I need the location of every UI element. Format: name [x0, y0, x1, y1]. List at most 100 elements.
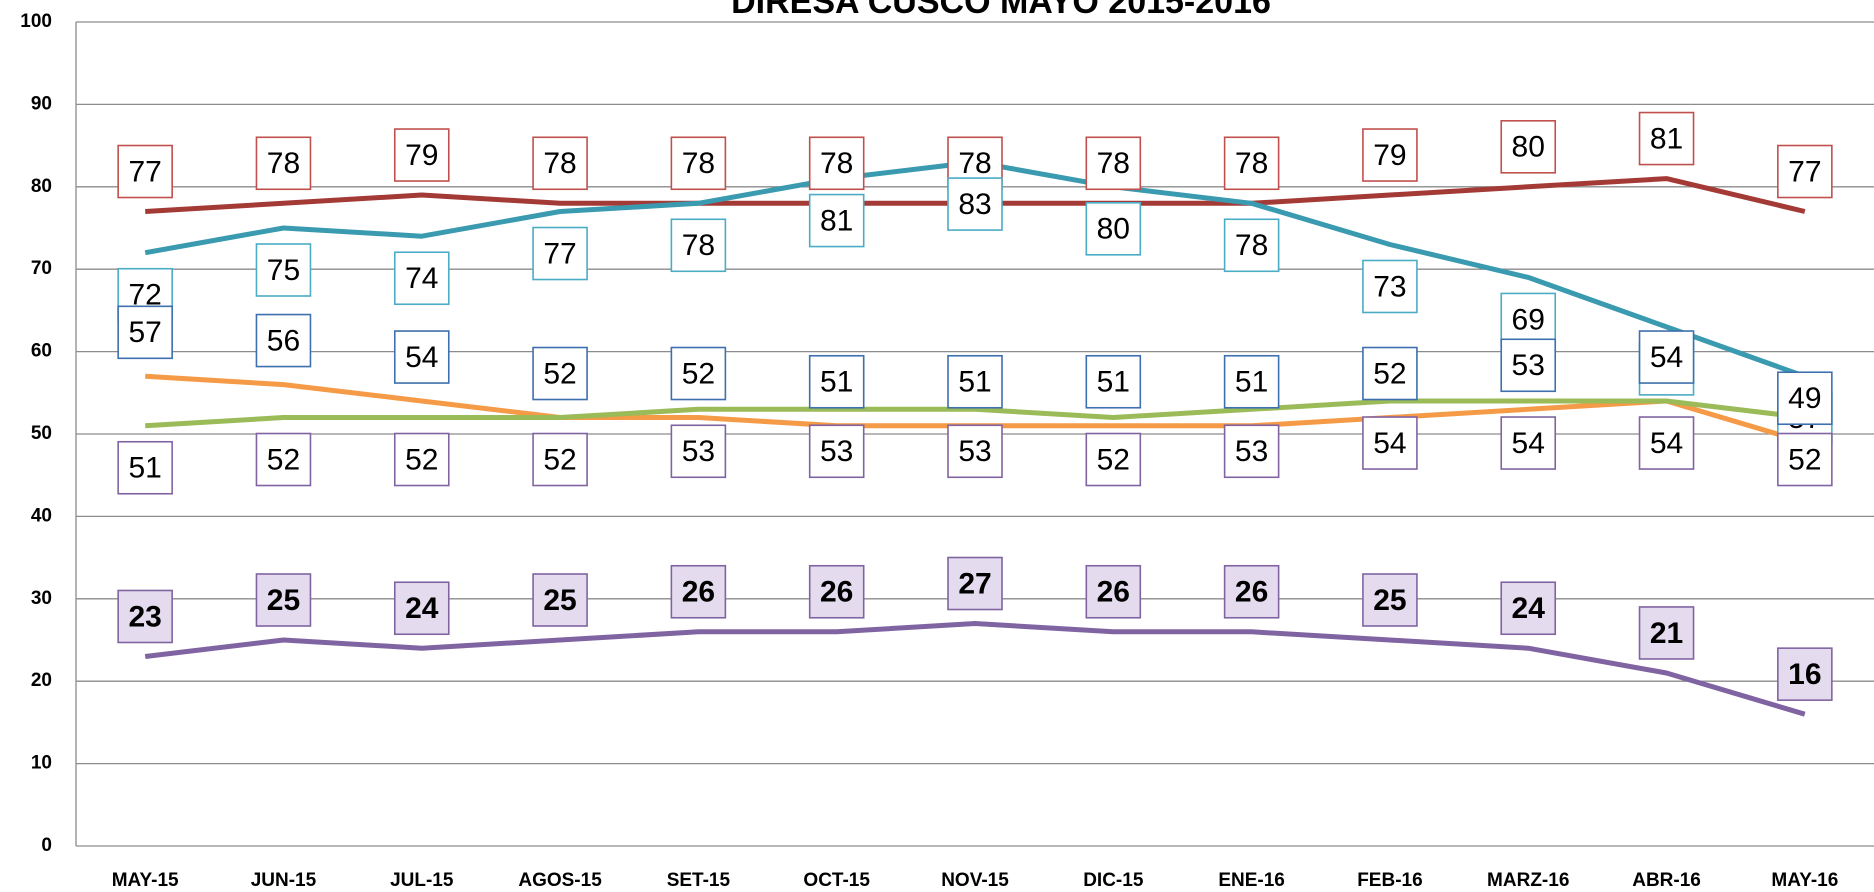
data-label-text: 53: [1235, 435, 1268, 468]
data-label-text: 51: [958, 366, 991, 399]
data-label: 53: [808, 424, 865, 479]
data-label: 52: [1362, 346, 1418, 401]
data-label: 54: [1500, 416, 1557, 470]
data-label: 78: [532, 136, 588, 191]
label-box: [808, 424, 865, 479]
data-label: 52: [1777, 432, 1833, 487]
label-box: [117, 144, 173, 199]
data-label: 26: [808, 564, 865, 619]
data-label: 52: [255, 432, 312, 487]
data-label: 25: [532, 573, 588, 627]
label-box: [393, 251, 450, 306]
data-label-text: 52: [267, 443, 300, 476]
label-box: [532, 346, 588, 401]
label-box: [947, 424, 1003, 479]
data-label-text: 25: [543, 584, 576, 617]
label-box: [1362, 346, 1418, 401]
data-label-text: 26: [1097, 576, 1130, 609]
label-box: [1777, 432, 1833, 487]
x-tick-label: OCT-15: [803, 870, 870, 891]
data-label: 51: [1223, 354, 1280, 409]
x-tick-label: SET-15: [667, 870, 731, 891]
data-label-text: 74: [405, 262, 438, 295]
data-label: 53: [1500, 338, 1557, 393]
y-tick-label: 0: [41, 835, 52, 856]
label-box: [1500, 120, 1557, 174]
series-line: [144, 621, 1806, 717]
data-label: 53: [670, 424, 727, 479]
label-box: [1500, 581, 1557, 636]
data-label-text: 52: [1788, 443, 1821, 476]
data-label: 73: [1362, 259, 1418, 314]
label-box: [393, 581, 450, 636]
x-tick-label: DIC-15: [1083, 870, 1144, 891]
data-label: 27: [947, 556, 1003, 611]
label-box: [1500, 338, 1557, 393]
data-label-text: 81: [1650, 122, 1683, 155]
label-box: [1223, 354, 1280, 409]
data-label: 75: [255, 243, 312, 297]
data-label: 52: [532, 432, 588, 487]
data-label-text: 24: [405, 592, 439, 625]
label-box: [947, 556, 1003, 611]
data-label: 53: [1223, 424, 1280, 479]
y-tick-label: 30: [31, 588, 52, 609]
data-label: 80: [1500, 120, 1557, 174]
data-label: 74: [393, 251, 450, 306]
label-box: [947, 177, 1003, 231]
data-label-text: 51: [1097, 366, 1130, 399]
data-label: 24: [1500, 581, 1557, 636]
data-label-text: 73: [1373, 270, 1406, 303]
label-box: [1085, 202, 1142, 256]
data-label: 54: [1638, 330, 1695, 384]
data-label-text: 78: [267, 147, 300, 180]
data-label-text: 54: [1512, 427, 1545, 460]
data-label-text: 78: [1235, 147, 1268, 180]
y-tick-label: 20: [31, 670, 52, 691]
data-label: 78: [808, 136, 865, 191]
data-label: 78: [670, 218, 727, 273]
data-label: 23: [117, 589, 173, 644]
data-label: 52: [393, 432, 450, 487]
label-box: [117, 589, 173, 644]
data-label-text: 53: [682, 435, 715, 468]
label-box: [670, 424, 727, 479]
data-label-text: 52: [543, 357, 576, 390]
y-tick-label: 90: [31, 93, 52, 114]
x-tick-label: NOV-15: [941, 870, 1009, 891]
label-box: [1638, 416, 1695, 470]
label-box: [670, 218, 727, 273]
label-box: [255, 573, 312, 627]
x-tick-label: MAY-16: [1771, 870, 1838, 891]
data-label-text: 77: [543, 237, 576, 270]
data-label: 26: [1223, 564, 1280, 619]
data-label: 56: [255, 313, 312, 368]
y-tick-label: 100: [20, 11, 52, 32]
x-tick-label: FEB-16: [1357, 870, 1422, 891]
data-label-text: 21: [1650, 617, 1683, 650]
data-label: 24: [393, 581, 450, 636]
label-box: [1085, 136, 1142, 191]
data-label: 79: [393, 128, 450, 182]
data-label-text: 25: [267, 584, 300, 617]
data-label: 25: [1362, 573, 1418, 627]
data-label-text: 78: [820, 147, 853, 180]
label-box: [1638, 606, 1695, 660]
data-label: 54: [1638, 416, 1695, 470]
data-label: 77: [532, 226, 588, 281]
data-label-text: 75: [267, 254, 300, 287]
label-box: [532, 573, 588, 627]
data-label-text: 49: [1788, 382, 1821, 415]
y-tick-label: 40: [31, 505, 52, 526]
data-label-text: 80: [1097, 213, 1130, 246]
data-label: 51: [117, 440, 173, 495]
data-label-text: 83: [958, 188, 991, 221]
label-box: [255, 313, 312, 368]
data-label: 81: [808, 193, 865, 248]
label-box: [1777, 647, 1833, 701]
data-label-text: 27: [958, 567, 991, 600]
data-label: 77: [117, 144, 173, 199]
label-box: [1223, 424, 1280, 479]
x-tick-label: MARZ-16: [1487, 870, 1569, 891]
